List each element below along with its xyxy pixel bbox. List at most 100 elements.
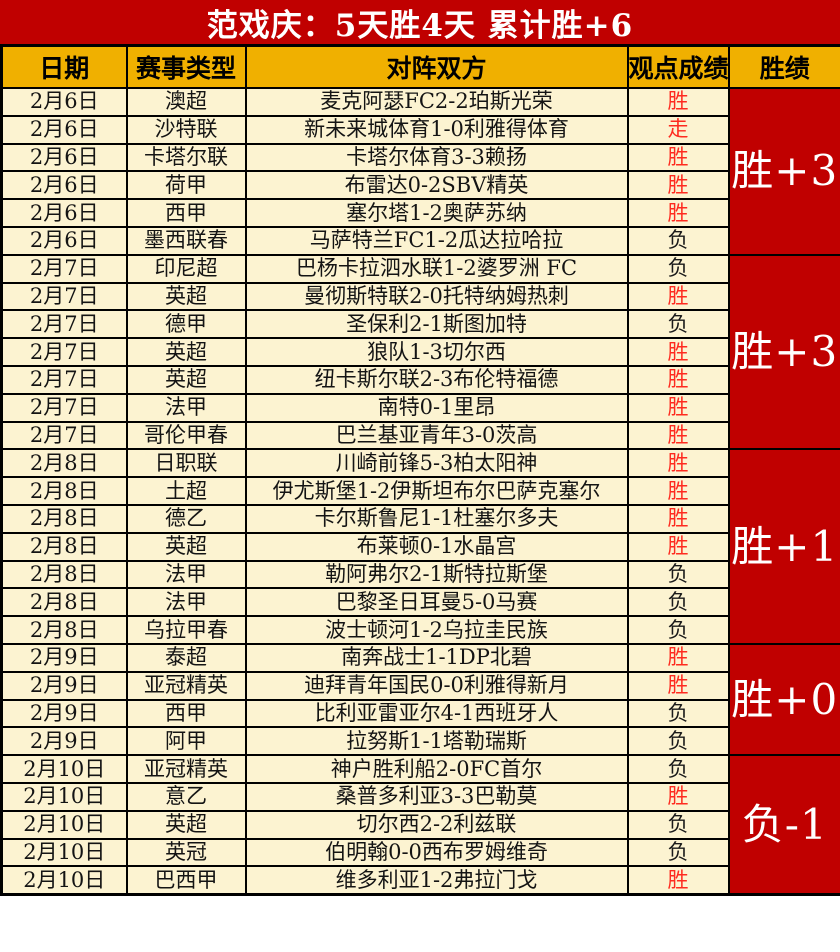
table-row: 2月7日 法甲 南特0-1里昂胜 [0, 392, 840, 423]
match-cell: 伊尤斯堡1-2伊斯坦布尔巴萨克塞尔 [244, 476, 629, 506]
match-cell: 切尔西2-2利兹联 [244, 809, 629, 840]
table-row: 2月8日 乌拉甲春 波士顿河1-2乌拉圭民族负 [0, 615, 840, 645]
match-cell: 巴杨卡拉泗水联1-2婆罗洲 FC [244, 253, 629, 284]
result-cell: 负 [626, 809, 730, 840]
table-row: 2月6日 西甲 塞尔塔1-2奥萨苏纳胜 [0, 198, 840, 228]
table-row: 2月7日 哥伦甲春 巴兰基亚青年3-0茨高胜 [0, 420, 840, 451]
column-header-summary: 胜绩 [727, 44, 840, 89]
league-cell: 荷甲 [125, 170, 247, 201]
date-cell: 2月9日 [0, 642, 128, 673]
league-cell: 亚冠精英 [125, 754, 247, 784]
league-cell: 澳超 [125, 87, 247, 117]
page-title: 范戏庆：5天胜4天 累计胜+6 [0, 0, 840, 44]
match-cell: 迪拜青年国民0-0利雅得新月 [244, 670, 629, 701]
match-cell: 比利亚雷亚尔4-1西班牙人 [244, 698, 629, 729]
table-row: 2月8日 德乙 卡尔斯鲁尼1-1杜塞尔多夫胜 [0, 503, 840, 534]
date-cell: 2月8日 [0, 503, 128, 534]
match-cell: 新未来城体育1-0利雅得体育 [244, 114, 629, 145]
date-cell: 2月7日 [0, 309, 128, 340]
result-cell: 胜 [626, 364, 730, 395]
result-cell: 胜 [626, 170, 730, 201]
league-cell: 英超 [125, 364, 247, 395]
table-row: 2月7日 英超 狼队1-3切尔西胜 [0, 337, 840, 367]
match-cell: 南特0-1里昂 [244, 392, 629, 423]
match-cell: 波士顿河1-2乌拉圭民族 [244, 615, 629, 645]
table-row: 2月6日 卡塔尔联 卡塔尔体育3-3赖扬胜 [0, 142, 840, 173]
date-cell: 2月8日 [0, 531, 128, 562]
match-cell: 狼队1-3切尔西 [244, 337, 629, 367]
league-cell: 德乙 [125, 503, 247, 534]
match-cell: 巴兰基亚青年3-0茨高 [244, 420, 629, 451]
column-header-date: 日期 [0, 44, 128, 89]
league-cell: 日职联 [125, 448, 247, 479]
match-cell: 桑普多利亚3-3巴勒莫 [244, 781, 629, 812]
result-cell: 负 [626, 559, 730, 590]
league-cell: 乌拉甲春 [125, 615, 247, 645]
league-cell: 西甲 [125, 698, 247, 729]
table-header: 日期 赛事类型 对阵双方 观点成绩 胜绩 [0, 44, 840, 89]
league-cell: 墨西联春 [125, 225, 247, 256]
date-cell: 2月10日 [0, 837, 128, 868]
date-cell: 2月9日 [0, 726, 128, 757]
date-cell: 2月10日 [0, 809, 128, 840]
result-cell: 胜 [626, 392, 730, 423]
summary-cell: 负-1 [727, 754, 840, 896]
result-cell: 胜 [626, 476, 730, 506]
date-cell: 2月6日 [0, 114, 128, 145]
result-cell: 胜 [626, 865, 730, 896]
result-cell: 负 [626, 754, 730, 784]
league-cell: 英超 [125, 809, 247, 840]
result-cell: 胜 [626, 337, 730, 367]
date-cell: 2月6日 [0, 225, 128, 256]
match-cell: 川崎前锋5-3柏太阳神 [244, 448, 629, 479]
results-table: 日期 赛事类型 对阵双方 观点成绩 胜绩 2月6日 澳超 麦克阿瑟FC2-2珀斯光荣… [0, 44, 840, 897]
date-cell: 2月7日 [0, 337, 128, 367]
date-cell: 2月10日 [0, 865, 128, 896]
league-cell: 意乙 [125, 781, 247, 812]
result-cell: 胜 [626, 198, 730, 228]
result-cell: 负 [626, 698, 730, 729]
league-cell: 沙特联 [125, 114, 247, 145]
league-cell: 哥伦甲春 [125, 420, 247, 451]
match-cell: 巴黎圣日耳曼5-0马赛 [244, 587, 629, 618]
match-cell: 纽卡斯尔联2-3布伦特福德 [244, 364, 629, 395]
match-cell: 布莱顿0-1水晶宫 [244, 531, 629, 562]
date-cell: 2月7日 [0, 253, 128, 284]
date-cell: 2月6日 [0, 87, 128, 117]
summary-cell: 胜+1 [727, 448, 840, 645]
league-cell: 土超 [125, 476, 247, 506]
league-cell: 卡塔尔联 [125, 142, 247, 173]
date-cell: 2月10日 [0, 754, 128, 784]
result-cell: 胜 [626, 531, 730, 562]
date-cell: 2月6日 [0, 142, 128, 173]
date-cell: 2月7日 [0, 281, 128, 312]
table-row: 2月9日 亚冠精英 迪拜青年国民0-0利雅得新月胜 [0, 670, 840, 701]
result-cell: 胜 [626, 87, 730, 117]
league-cell: 西甲 [125, 198, 247, 228]
table-body: 2月6日 澳超 麦克阿瑟FC2-2珀斯光荣胜胜+3 2月6日 沙特联 新未来城体育1-0利… [0, 87, 840, 896]
date-cell: 2月7日 [0, 420, 128, 451]
result-cell: 负 [626, 726, 730, 757]
league-cell: 印尼超 [125, 253, 247, 284]
date-cell: 2月6日 [0, 198, 128, 228]
league-cell: 英超 [125, 531, 247, 562]
summary-cell: 胜+0 [727, 642, 840, 757]
result-cell: 胜 [626, 281, 730, 312]
result-cell: 走 [626, 114, 730, 145]
table-row: 2月10日 英冠 伯明翰0-0西布罗姆维奇负 [0, 837, 840, 868]
match-cell: 勒阿弗尔2-1斯特拉斯堡 [244, 559, 629, 590]
summary-cell: 胜+3 [727, 87, 840, 256]
table-row: 2月8日 法甲 勒阿弗尔2-1斯特拉斯堡负 [0, 559, 840, 590]
table-row: 2月8日 英超 布莱顿0-1水晶宫胜 [0, 531, 840, 562]
date-cell: 2月8日 [0, 448, 128, 479]
table-row: 2月7日 英超 曼彻斯特联2-0托特纳姆热刺胜 [0, 281, 840, 312]
match-cell: 圣保利2-1斯图加特 [244, 309, 629, 340]
date-cell: 2月7日 [0, 392, 128, 423]
table-row: 2月9日 泰超 南奔战士1-1DP北碧胜胜+0 [0, 642, 840, 757]
date-cell: 2月9日 [0, 698, 128, 729]
result-cell: 胜 [626, 642, 730, 673]
date-cell: 2月7日 [0, 364, 128, 395]
result-cell: 胜 [626, 448, 730, 479]
result-cell: 胜 [626, 142, 730, 173]
result-cell: 胜 [626, 781, 730, 812]
